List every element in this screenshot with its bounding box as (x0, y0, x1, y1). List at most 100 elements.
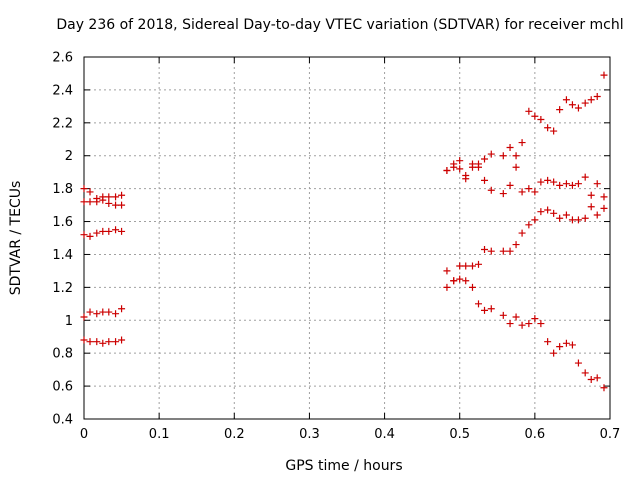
data-point (506, 181, 514, 189)
y-tick-label: 0.6 (52, 380, 73, 395)
x-tick-label: 0.3 (299, 427, 320, 442)
data-point (574, 104, 582, 112)
data-point (525, 185, 533, 193)
data-point (531, 315, 539, 323)
data-point (481, 176, 489, 184)
data-point (537, 208, 545, 216)
y-tick-label: 2.6 (52, 51, 73, 66)
y-tick-label: 1.2 (52, 281, 73, 296)
data-point (574, 359, 582, 367)
data-point (593, 374, 601, 382)
data-point (525, 320, 533, 328)
y-axis-label: SDTVAR / TECUs (8, 181, 24, 296)
data-point (99, 339, 107, 347)
data-point (99, 193, 107, 201)
data-point (512, 152, 520, 160)
data-point (93, 229, 101, 237)
data-point (487, 305, 495, 313)
data-point (600, 193, 608, 201)
data-point (506, 320, 514, 328)
data-point (556, 214, 564, 222)
data-point (462, 171, 470, 179)
data-point (499, 311, 507, 319)
data-point (581, 214, 589, 222)
x-tick-label: 0.1 (149, 427, 170, 442)
data-point (574, 180, 582, 188)
data-point (443, 283, 451, 291)
data-point (562, 339, 570, 347)
data-point (593, 92, 601, 100)
data-point (550, 209, 558, 217)
data-point (112, 226, 120, 234)
data-point (587, 203, 595, 211)
data-point (450, 163, 458, 171)
x-axis-label: GPS time / hours (285, 458, 402, 474)
data-point (80, 336, 88, 344)
tick-layer: 0 0.1 0.2 0.3 0.4 0.5 0.6 0.7 0.4 0.6 0.8 1 1.2 1.4 1.… (52, 51, 620, 443)
data-point (568, 181, 576, 189)
data-point (481, 306, 489, 314)
data-point (506, 144, 514, 151)
data-point (105, 338, 113, 346)
data-point (443, 167, 451, 175)
data-point (462, 262, 470, 270)
data-point (544, 338, 552, 346)
data-point (105, 227, 113, 235)
data-point (450, 277, 458, 285)
data-point (593, 180, 601, 188)
data-point (112, 310, 120, 318)
data-point (506, 247, 514, 255)
data-point (581, 369, 589, 377)
x-tick-label: 0.2 (224, 427, 245, 442)
data-point (481, 155, 489, 163)
data-point (550, 178, 558, 186)
data-point (544, 124, 552, 132)
data-point (531, 112, 539, 120)
data-point (525, 221, 533, 229)
data-point (468, 283, 476, 291)
data-point (468, 262, 476, 270)
data-point (556, 181, 564, 189)
data-point (525, 107, 533, 115)
data-point (112, 193, 120, 201)
data-point (86, 198, 94, 206)
data-point (105, 199, 113, 207)
data-point (600, 71, 608, 79)
data-point (587, 191, 595, 199)
data-point (118, 191, 126, 199)
data-point (462, 277, 470, 285)
data-point (112, 338, 120, 346)
data-point (118, 201, 126, 209)
y-tick-label: 1.8 (52, 182, 73, 197)
data-point (568, 216, 576, 224)
data-point (544, 176, 552, 184)
data-point (118, 305, 126, 313)
data-point (80, 313, 88, 321)
data-point (574, 216, 582, 224)
x-tick-label: 0 (80, 427, 88, 442)
data-point (562, 180, 570, 188)
data-point (99, 227, 107, 235)
data-point (531, 188, 539, 196)
data-point (475, 300, 482, 308)
y-tick-label: 1.6 (52, 215, 73, 230)
y-tick-label: 0.8 (52, 347, 73, 362)
data-point (456, 275, 464, 283)
y-tick-label: 1 (65, 314, 73, 329)
x-tick-label: 0.4 (374, 427, 395, 442)
data-point (86, 338, 94, 346)
data-point (86, 188, 94, 196)
data-point (512, 313, 520, 321)
data-point (118, 227, 126, 235)
y-tick-label: 1.4 (52, 248, 73, 263)
x-tick-label: 0.6 (525, 427, 546, 442)
data-point (456, 262, 464, 270)
data-point (86, 232, 94, 240)
y-tick-label: 2.2 (52, 116, 73, 131)
data-point (499, 152, 507, 160)
y-tick-label: 2 (65, 149, 73, 164)
data-point (80, 231, 88, 239)
data-point (556, 106, 564, 114)
